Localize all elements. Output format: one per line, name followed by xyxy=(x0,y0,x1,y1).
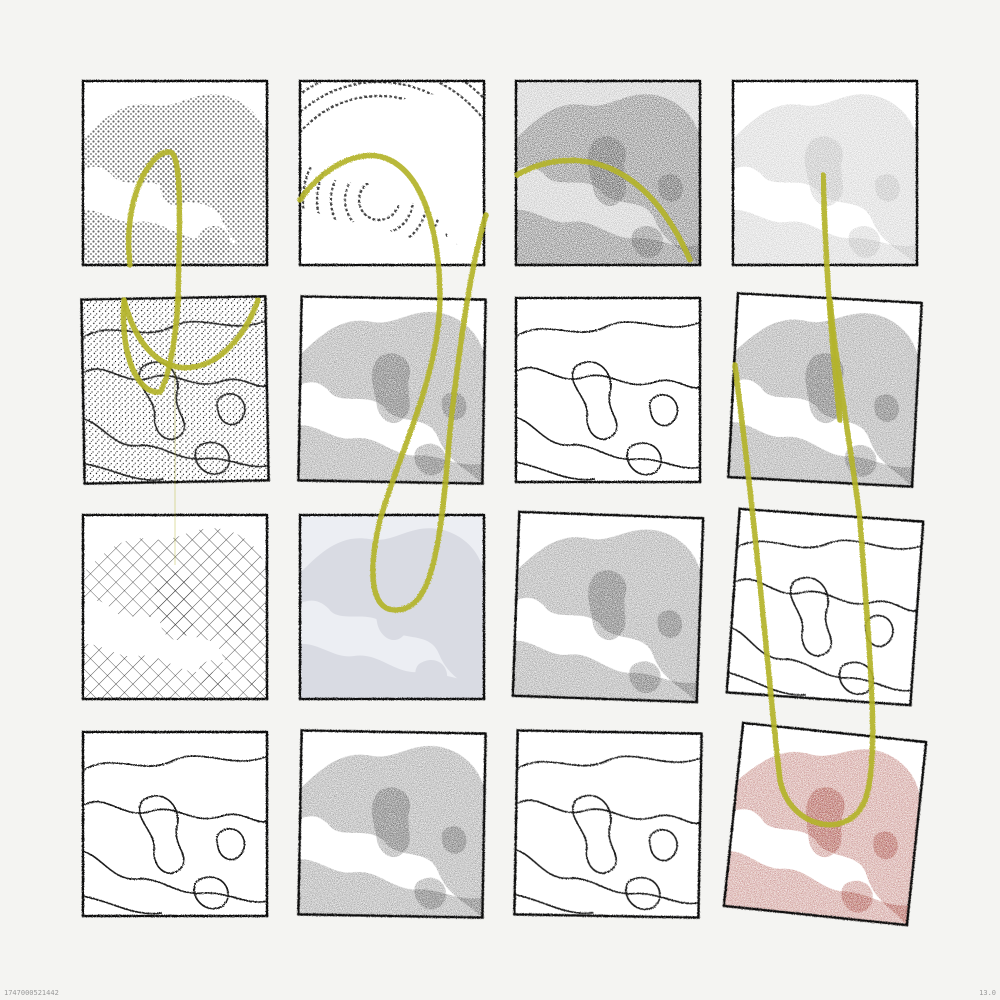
terrain-blob xyxy=(371,570,411,641)
panel-frame xyxy=(511,510,705,704)
contour-line xyxy=(515,461,596,481)
yellow-stroke-segment xyxy=(121,297,261,371)
contour-line xyxy=(193,876,229,910)
terrain-blob xyxy=(414,877,446,910)
panel-frame xyxy=(722,721,928,927)
terrain-blob xyxy=(848,225,881,258)
contour-line xyxy=(514,799,702,825)
contour-line xyxy=(515,366,701,389)
panel-frame xyxy=(725,507,925,707)
contour-line xyxy=(216,828,246,861)
panel-ring-hatch xyxy=(298,79,486,267)
contour-line xyxy=(80,319,268,340)
contour-line xyxy=(82,895,163,915)
panel-dark-solid xyxy=(727,292,923,488)
contour-line xyxy=(515,416,701,469)
contour-line xyxy=(216,393,246,426)
contour-line xyxy=(82,850,268,903)
contour-line xyxy=(82,417,270,468)
terrain-blob xyxy=(631,225,664,258)
contour-line xyxy=(648,829,678,862)
panel-dark-solid xyxy=(511,510,705,704)
yellow-stroke-segment xyxy=(120,297,181,395)
contour-line xyxy=(730,626,913,692)
terrain-blob xyxy=(441,173,467,202)
contour-line xyxy=(83,462,164,481)
terrain-blob xyxy=(414,443,446,476)
contour-line xyxy=(625,876,661,911)
panel-frame xyxy=(513,729,703,919)
contour-line xyxy=(514,848,700,905)
contour-line xyxy=(138,795,185,875)
contour-line xyxy=(194,441,231,475)
contour-line xyxy=(81,368,269,388)
contour-line xyxy=(515,755,703,771)
terrain-blob xyxy=(873,831,898,860)
yellow-stroke-layer xyxy=(120,149,876,828)
terrain-blob xyxy=(441,607,467,636)
panel-frame xyxy=(298,79,486,267)
panel-frame xyxy=(81,730,269,918)
version-label: 13.0 xyxy=(979,989,996,997)
panel-dark-on-gray xyxy=(514,79,702,267)
panel-dark-solid xyxy=(297,295,487,485)
terrain-blob xyxy=(804,136,844,207)
contour-line xyxy=(735,539,923,550)
panel-contour xyxy=(513,729,703,919)
contour-line xyxy=(727,671,806,696)
contour-line xyxy=(515,321,701,338)
panel-frame xyxy=(298,513,486,701)
terrain-blob xyxy=(198,659,231,692)
yellow-stroke-segment xyxy=(297,152,489,613)
terrain-blob xyxy=(198,225,231,258)
terrain-blob xyxy=(224,607,250,636)
panel-contour xyxy=(725,507,925,707)
terrain-blob xyxy=(629,661,661,693)
contour-line xyxy=(649,394,679,427)
terrain-blob xyxy=(371,353,411,424)
terrain-blob xyxy=(874,173,900,202)
yellow-stroke-segment xyxy=(820,172,843,423)
panel-halftone-gray xyxy=(81,79,269,267)
contour-line xyxy=(789,576,833,657)
terrain-blob xyxy=(154,570,194,641)
panel-frame xyxy=(81,79,269,267)
contour-line xyxy=(838,661,874,695)
contour-line xyxy=(82,755,268,772)
contour-line xyxy=(138,361,186,441)
contour-line xyxy=(571,361,618,441)
panel-crosshatch xyxy=(81,513,269,701)
yellow-stroke-segment xyxy=(514,157,693,263)
contour-line xyxy=(626,442,662,476)
yellow-stroke-segment xyxy=(125,149,183,303)
terrain-blob xyxy=(657,610,683,638)
terrain-blob xyxy=(441,826,467,854)
panel-frame xyxy=(81,513,269,701)
contour-line xyxy=(82,800,268,823)
panel-pale-blue xyxy=(298,513,486,701)
contour-line xyxy=(572,794,618,875)
terrain-blob xyxy=(371,136,411,207)
terrain-blob xyxy=(415,659,448,692)
panel-grid xyxy=(80,79,928,927)
terrain-blob xyxy=(224,173,250,202)
seed-label: 1747000521442 xyxy=(4,989,59,997)
terrain-blob xyxy=(587,136,627,207)
contour-line xyxy=(733,578,919,612)
terrain-blob xyxy=(874,394,899,423)
terrain-blob xyxy=(588,570,627,641)
terrain-blob xyxy=(657,173,683,202)
contour-line xyxy=(513,893,594,915)
yellow-stroke-segment xyxy=(732,297,876,828)
panel-contour xyxy=(514,296,702,484)
terrain-blob xyxy=(841,880,873,913)
panel-frame xyxy=(297,729,487,919)
panel-contour xyxy=(81,730,269,918)
terrain-blob xyxy=(371,787,411,858)
panel-frame xyxy=(80,295,270,485)
panel-dark-solid xyxy=(297,729,487,919)
panel-frame xyxy=(514,296,702,484)
